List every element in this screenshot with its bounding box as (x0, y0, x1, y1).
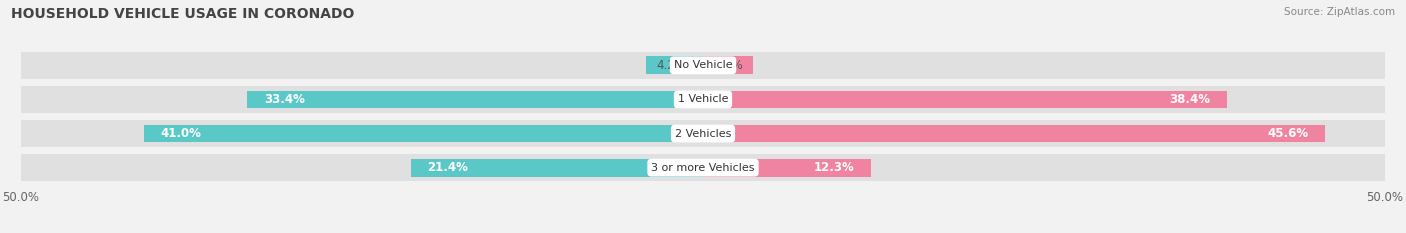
Text: 3.7%: 3.7% (713, 59, 742, 72)
Bar (21, 120, 1385, 147)
Bar (143, 125, 703, 142)
Bar (703, 125, 1324, 142)
Text: 45.6%: 45.6% (1267, 127, 1309, 140)
Text: 12.3%: 12.3% (814, 161, 855, 174)
Bar (645, 56, 703, 74)
Text: 3 or more Vehicles: 3 or more Vehicles (651, 163, 755, 173)
Bar (21, 52, 1385, 79)
Text: 21.4%: 21.4% (427, 161, 468, 174)
Text: HOUSEHOLD VEHICLE USAGE IN CORONADO: HOUSEHOLD VEHICLE USAGE IN CORONADO (11, 7, 354, 21)
Bar (21, 86, 1385, 113)
Text: 1 Vehicle: 1 Vehicle (678, 94, 728, 104)
Bar (411, 159, 703, 177)
Text: 2 Vehicles: 2 Vehicles (675, 129, 731, 139)
Text: Source: ZipAtlas.com: Source: ZipAtlas.com (1284, 7, 1395, 17)
Text: 41.0%: 41.0% (160, 127, 201, 140)
Text: 4.2%: 4.2% (657, 59, 686, 72)
Legend: Owner-occupied, Renter-occupied: Owner-occupied, Renter-occupied (576, 231, 830, 233)
Text: 38.4%: 38.4% (1170, 93, 1211, 106)
Bar (21, 154, 1385, 181)
Bar (703, 56, 754, 74)
Bar (247, 91, 703, 108)
Bar (703, 91, 1226, 108)
Bar (703, 159, 870, 177)
Text: No Vehicle: No Vehicle (673, 60, 733, 70)
Text: 33.4%: 33.4% (264, 93, 305, 106)
